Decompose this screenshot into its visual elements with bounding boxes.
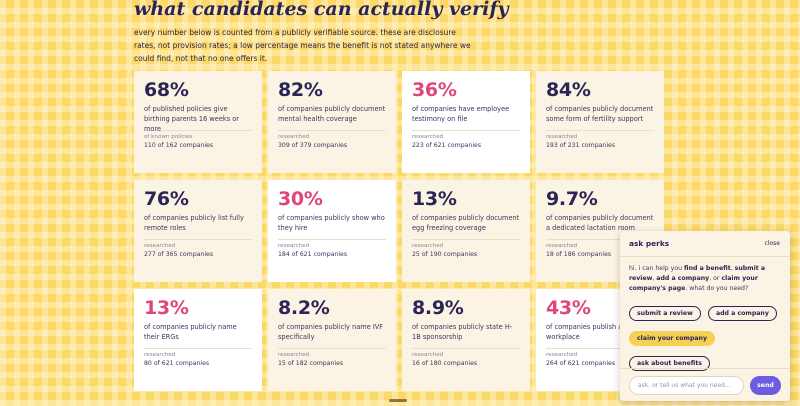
stat-percentage: 8.2% — [278, 297, 330, 319]
stat-card: 13% of companies publicly name their ERGs… — [134, 289, 262, 391]
stat-count: 184 of 621 companies — [278, 251, 348, 258]
stat-basis-label: researched — [144, 352, 176, 358]
divider — [278, 130, 386, 131]
divider — [278, 348, 386, 349]
chat-header: ask perks close — [620, 231, 790, 257]
divider — [144, 239, 252, 240]
chat-sep: , or — [709, 275, 722, 282]
chat-sep: , — [730, 265, 735, 272]
stat-percentage: 36% — [412, 79, 457, 101]
send-button[interactable]: send — [749, 375, 781, 395]
stat-count: 110 of 162 companies — [144, 142, 214, 149]
stat-description: of companies have employee testimony on … — [412, 105, 510, 123]
stat-count: 193 of 231 companies — [546, 142, 616, 149]
chat-input-row: send — [620, 368, 790, 401]
stat-description: of companies publicly list fully remote … — [144, 214, 244, 232]
stat-basis-label: researched — [546, 352, 578, 358]
chat-title: ask perks — [629, 239, 670, 248]
stat-percentage: 30% — [278, 188, 323, 210]
stat-card: 8.2% of companies publicly name IVF speci… — [268, 289, 396, 391]
divider — [412, 130, 520, 131]
stat-count: 15 of 182 companies — [278, 360, 344, 367]
stat-percentage: 13% — [412, 188, 457, 210]
chip-submit-review[interactable]: submit a review — [629, 306, 701, 321]
chat-link-add-company: add a company — [656, 275, 710, 282]
stat-basis-label: researched — [412, 134, 444, 140]
divider — [278, 239, 386, 240]
stat-description: of companies publicly document some form… — [546, 105, 654, 123]
stat-basis-label: researched — [144, 243, 176, 249]
chat-link-claim-page: claim your company's page — [629, 275, 758, 292]
stat-percentage: 8.9% — [412, 297, 464, 319]
intro-text: every number below is counted from a pub… — [134, 28, 471, 63]
chat-link-find-benefit: find a benefit — [684, 265, 731, 272]
stat-basis-label: researched — [412, 243, 444, 249]
stat-card: 36% of companies have employee testimony … — [402, 71, 530, 173]
divider — [412, 348, 520, 349]
stat-card: 30% of companies publicly show who they h… — [268, 180, 396, 282]
stat-count: 223 of 621 companies — [412, 142, 482, 149]
divider — [546, 130, 654, 131]
stat-percentage: 76% — [144, 188, 189, 210]
stat-basis-label: researched — [412, 352, 444, 358]
stat-count: 25 of 190 companies — [412, 251, 478, 258]
stat-percentage: 68% — [144, 79, 189, 101]
divider — [412, 239, 520, 240]
stat-basis-label: researched — [546, 243, 578, 249]
stat-basis-label: researched — [278, 243, 310, 249]
stat-description: of companies publicly name their ERGs — [144, 323, 237, 341]
stat-basis-label: of known policies — [144, 134, 193, 140]
stat-description: of companies publicly document a dedicat… — [546, 214, 654, 232]
chat-close-button[interactable]: close — [764, 240, 780, 247]
chat-widget: ask perks close hi. i can help you find … — [620, 231, 790, 401]
stat-percentage: 9.7% — [546, 188, 598, 210]
chat-greeting-text: hi. i can help you — [629, 265, 685, 272]
stat-percentage: 13% — [144, 297, 189, 319]
stat-count: 18 of 186 companies — [546, 251, 612, 258]
divider — [546, 239, 654, 240]
stat-count: 16 of 180 companies — [412, 360, 478, 367]
stat-card: 84% of companies publicly document some f… — [536, 71, 664, 173]
scroll-indicator[interactable] — [389, 399, 407, 402]
stat-description: of companies publicly state H-1B sponsor… — [412, 323, 513, 341]
stat-description: of companies publicly document egg freez… — [412, 214, 520, 232]
chip-ask-benefits[interactable]: ask about benefits — [629, 356, 710, 371]
stat-card: 82% of companies publicly document mental… — [268, 71, 396, 173]
chat-greeting-end: . what do you need? — [685, 285, 749, 292]
page-heading: what candidates can actually verify — [134, 0, 509, 20]
stat-description: of companies publicly show who they hire — [278, 214, 385, 232]
stat-percentage: 43% — [546, 297, 591, 319]
chip-claim-company[interactable]: claim your company — [629, 331, 715, 346]
stat-basis-label: researched — [278, 352, 310, 358]
stat-count: 309 of 379 companies — [278, 142, 348, 149]
stat-basis-label: researched — [278, 134, 310, 140]
stat-basis-label: researched — [546, 134, 578, 140]
chip-add-company[interactable]: add a company — [707, 306, 777, 321]
stat-description: of companies publicly document mental he… — [278, 105, 386, 123]
chat-input[interactable] — [629, 375, 744, 395]
stat-card: 76% of companies publicly list fully remo… — [134, 180, 262, 282]
divider — [144, 348, 252, 349]
stat-description: of published policies give birthing pare… — [144, 105, 240, 133]
chat-sep: , — [652, 275, 657, 282]
stat-description: of companies publish a re... the workpla… — [546, 323, 651, 341]
stat-description: of companies publicly name IVF specifica… — [278, 323, 384, 341]
stat-count: 264 of 621 companies — [546, 360, 616, 367]
chat-greeting: hi. i can help you find a benefit, submi… — [620, 257, 790, 294]
stat-percentage: 84% — [546, 79, 591, 101]
stat-count: 277 of 365 companies — [144, 251, 214, 258]
divider — [546, 348, 654, 349]
stat-card: 13% of companies publicly document egg fr… — [402, 180, 530, 282]
divider — [144, 130, 252, 131]
chat-link-submit-review: submit a review — [629, 265, 766, 282]
chat-suggestions: submit a review add a company claim your… — [620, 294, 790, 375]
stat-card: 8.9% of companies publicly state H-1B spo… — [402, 289, 530, 391]
stat-count: 80 of 621 companies — [144, 360, 210, 367]
stat-percentage: 82% — [278, 79, 323, 101]
stat-card: 68% of published policies give birthing p… — [134, 71, 262, 173]
